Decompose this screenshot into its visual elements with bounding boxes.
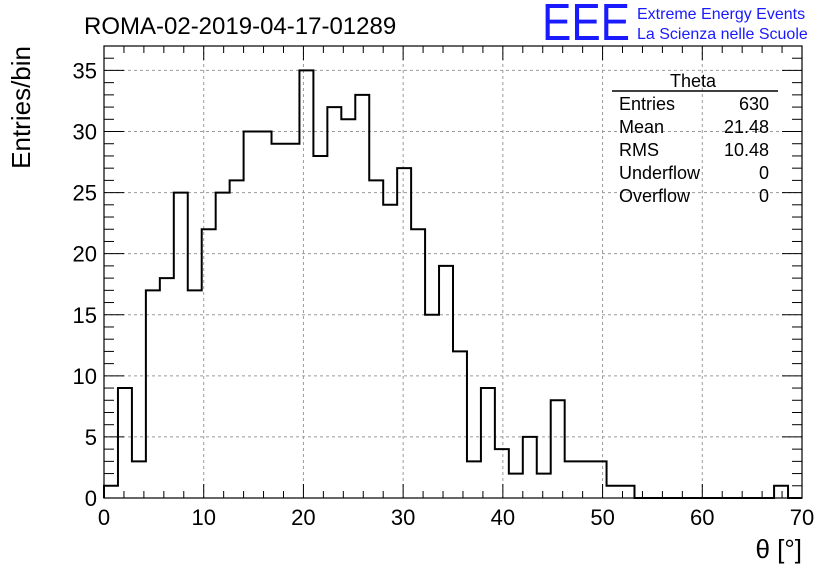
logo-mark: EEE [542,0,630,52]
y-tick-label: 30 [73,120,97,145]
y-tick-label: 35 [73,58,97,83]
stats-row-label: Entries [619,94,675,114]
stats-row-label: RMS [619,140,659,160]
stats-row-value: 10.48 [724,140,769,160]
stats-rows: Entries 630 Mean 21.48 RMS 10.48 Underflow 0 Ove… [619,94,769,206]
logo-line1: Extreme Energy Events [637,6,805,23]
y-axis-label: Entries/bin [6,46,36,169]
stats-row-value: 0 [759,186,769,206]
x-tick-label: 60 [690,505,714,530]
plot-frame [103,45,803,499]
x-tick-label: 30 [391,505,415,530]
eee-logo: EEE Extreme Energy Events La Scienza nel… [542,0,808,52]
stats-row-value: 630 [739,94,769,114]
x-tick-label: 0 [98,505,110,530]
stats-title: Theta [670,71,717,91]
y-tick-label: 20 [73,242,97,267]
x-tick-label: 20 [291,505,315,530]
stats-row-label: Mean [619,117,664,137]
chart-title: ROMA-02-2019-04-17-01289 [84,13,396,40]
y-tick-label: 0 [85,486,97,511]
stats-row-value: 0 [759,163,769,183]
y-tick-label: 15 [73,303,97,328]
x-tick-label: 40 [491,505,515,530]
y-tick-label: 5 [85,425,97,450]
x-tick-labels: 0 10 20 30 40 50 60 70 [98,505,814,530]
y-tick-label: 10 [73,364,97,389]
y-tick-labels: 0 5 10 15 20 25 30 35 [73,58,97,511]
axis-ticks [103,45,803,499]
stats-row-label: Overflow [619,186,691,206]
y-tick-label: 25 [73,181,97,206]
x-tick-label: 70 [790,505,814,530]
histogram-series [103,69,802,499]
x-axis-label: θ [°] [755,534,802,564]
logo-line2: La Scienza nelle Scuole [637,26,808,43]
stats-box: Theta Entries 630 Mean 21.48 RMS 10.48 Underfl… [612,71,778,206]
x-tick-label: 10 [191,505,215,530]
stats-row-value: 21.48 [724,117,769,137]
stats-row-label: Underflow [619,163,701,183]
x-tick-label: 50 [590,505,614,530]
